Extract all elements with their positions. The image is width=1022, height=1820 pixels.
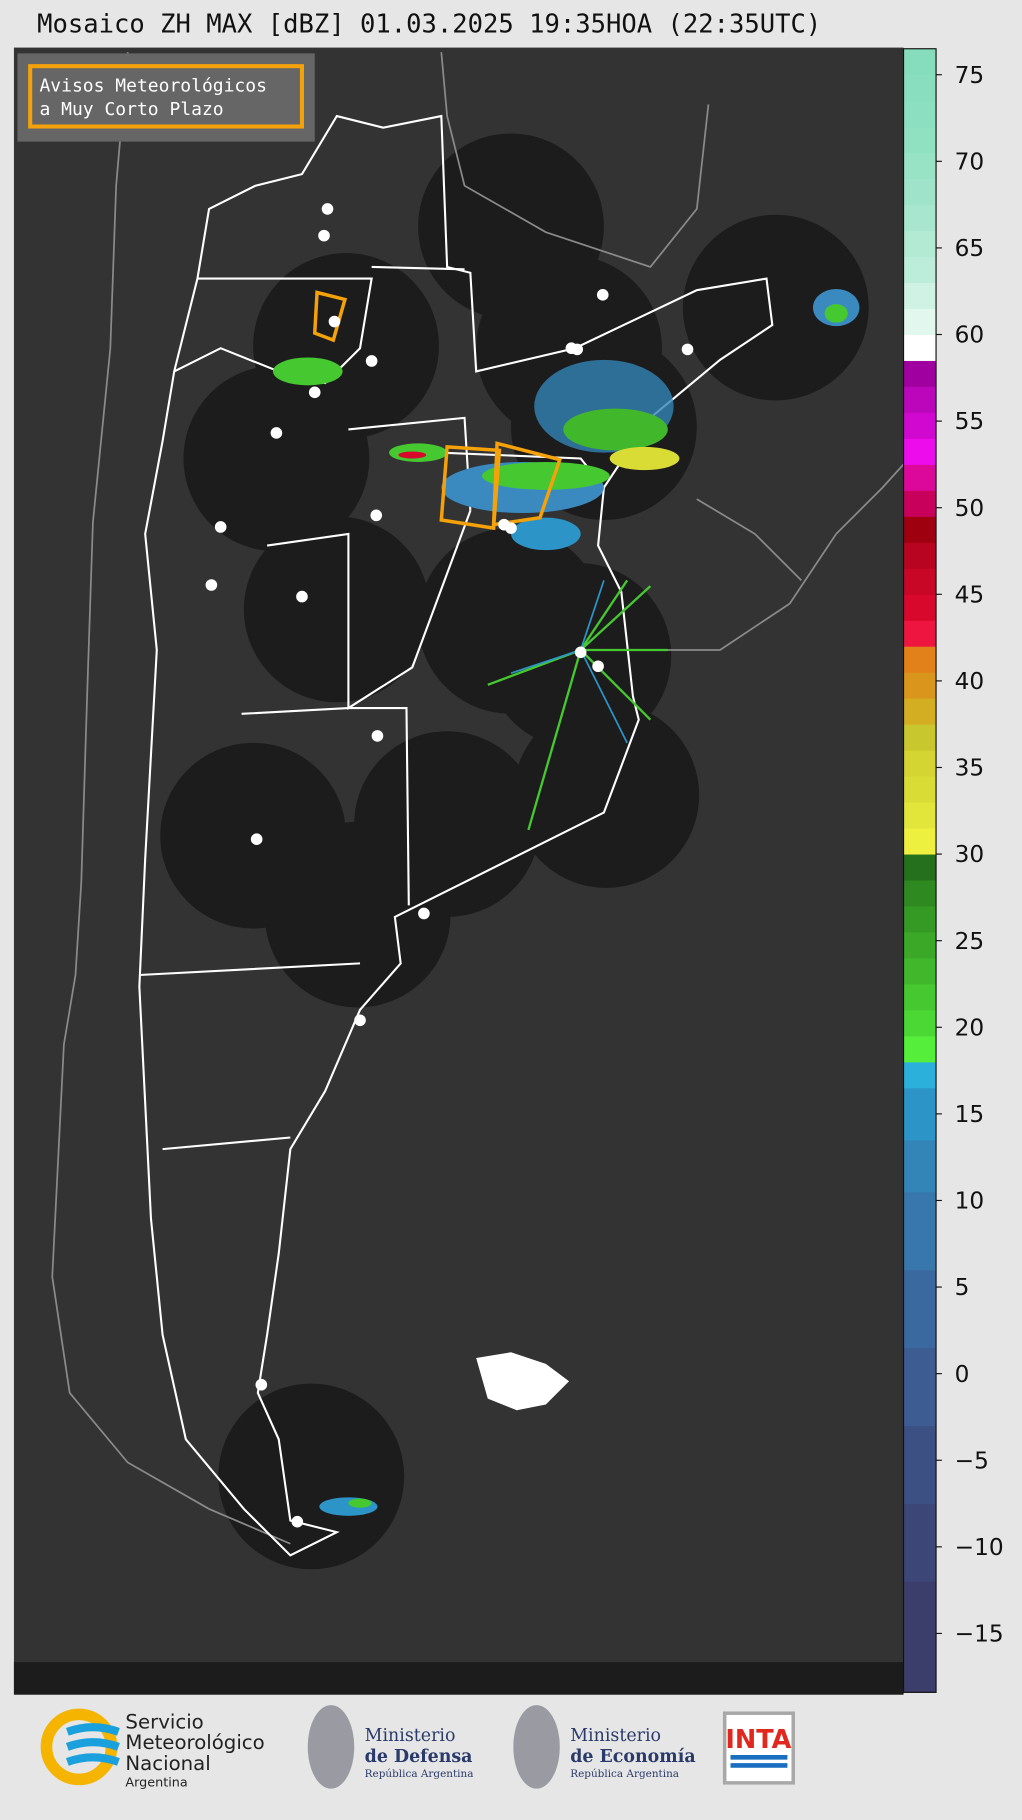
colorbar-band [903,308,937,335]
colorbar-band [903,698,937,725]
colorbar-band [903,932,937,959]
logo-text: República Argentina [365,1768,474,1780]
logo-text: Ministerio [570,1726,661,1746]
colorbar-band [903,386,937,413]
colorbar-tick-label: −10 [955,1534,1004,1561]
logo-text: de Economía [570,1747,695,1767]
warning-polygons [312,290,563,531]
falklands [476,1352,570,1411]
colorbar-band [903,48,937,76]
radar-echoes [272,289,860,1516]
colorbar-band [903,542,937,569]
colorbar-tick-label: 70 [955,148,985,175]
colorbar-tick-label: 5 [955,1274,970,1301]
colorbar-tick-label: 35 [955,755,985,782]
colorbar-band [903,74,937,102]
colorbar-band [903,412,937,439]
colorbar-band [903,1347,937,1427]
colorbar-frame [902,48,937,1693]
map: Avisos Meteorológicos a Muy Corto Plazo [13,47,905,1695]
argentina-borders [138,114,774,1557]
title: Mosaico ZH MAX [dBZ] 01.03.2025 19:35HOA… [37,10,821,40]
colorbar-band [903,880,937,907]
colorbar-band [903,1009,937,1037]
colorbar-band [903,594,937,621]
colorbar-band [903,776,937,803]
map-bottom-band [13,1662,904,1695]
colorbar-tick-label: 75 [955,62,985,89]
logo-smn: Servicio Meteorológico Nacional Argentin… [40,1708,265,1790]
colorbar-band [903,204,937,232]
colorbar-tick-label: 30 [955,841,985,868]
colorbar-band [903,854,937,881]
logo-text: Ministerio [365,1726,456,1746]
colorbar-band [903,360,937,387]
legend-box-frame [28,64,304,129]
colorbar-band [903,1035,937,1063]
colorbar-tick-label: −5 [955,1447,989,1474]
colorbar-band [903,620,937,647]
logo-text: Servicio [125,1710,203,1733]
legend-box-line: a Muy Corto Plazo [39,99,223,120]
colorbar-tick-label: 55 [955,408,985,435]
colorbar-tick-label: 25 [955,928,985,955]
colorbar-band [903,750,937,777]
colorbar-band [903,1087,937,1141]
colorbar-band [903,1425,937,1505]
colorbar-band [903,1191,937,1271]
logo-text: Meteorológico [125,1731,264,1754]
colorbar-band [903,1503,937,1582]
colorbar-band [903,100,937,128]
colorbar-tick-label: 45 [955,581,985,608]
colorbar-tick-label: 0 [955,1361,970,1388]
colorbar-tick-label: 10 [955,1188,985,1215]
colorbar-band [903,230,937,258]
colorbar-band [903,646,937,673]
logo-text: de Defensa [365,1747,473,1767]
colorbar-band [903,438,937,465]
legend-box-line: Avisos Meteorológicos [39,76,266,97]
colorbar-band [903,256,937,284]
colorbar-band [903,1139,937,1193]
colorbar-band [903,282,937,309]
colorbar-band [903,828,937,855]
logo-text: República Argentina [570,1768,679,1780]
colorbar-band [903,983,937,1011]
colorbar-band [903,568,937,595]
colorbar-band [903,802,937,829]
colorbar-band [903,178,937,206]
colorbar-tick-label: 20 [955,1014,985,1041]
colorbar-band [903,672,937,699]
colorbar-band [903,126,937,154]
colorbar-tick-label: 65 [955,235,985,262]
colorbar-band [903,906,937,933]
colorbar-band [903,152,937,180]
logo-defensa: Ministerio de Defensa República Argentin… [307,1705,474,1789]
neighbour-borders [51,52,905,1545]
footer-logos: Servicio Meteorológico Nacional Argentin… [40,1705,795,1790]
colorbar-band [903,334,937,361]
logo-inta: INTA [722,1711,795,1785]
colorbar-band [903,1581,937,1693]
colorbar-band [903,516,937,543]
colorbar-tick-label: 50 [955,495,985,522]
colorbar-band [903,1061,937,1089]
colorbar-band [903,1269,937,1349]
colorbar-band [903,490,937,517]
colorbar-band [903,724,937,751]
logo-text: Nacional [125,1752,210,1775]
colorbar-tick-label: 60 [955,322,985,349]
colorbar-tick-label: 40 [955,668,985,695]
logo-economia: Ministerio de Economía República Argenti… [513,1705,696,1789]
colorbar-tick-label: 15 [955,1101,985,1128]
radar-sites [205,203,694,1528]
colorbar-tick-label: −15 [955,1621,1004,1648]
logo-text: INTA [725,1725,791,1755]
logo-text: Argentina [125,1775,187,1790]
colorbar-band [903,464,937,491]
colorbar-band [903,957,937,985]
